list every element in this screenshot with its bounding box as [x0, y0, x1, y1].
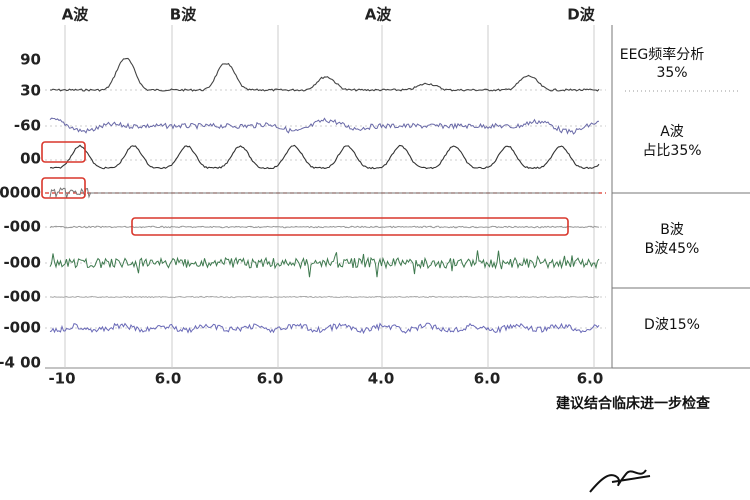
x-label: 6.0 [257, 370, 284, 388]
y-label: -000 [3, 218, 41, 236]
signature [589, 469, 651, 493]
waveform [49, 322, 600, 335]
panel-text: A波 [660, 124, 684, 140]
x-label: 6.0 [577, 370, 604, 388]
wave-label: A波 [365, 6, 393, 24]
waveform [49, 250, 600, 278]
waveform [49, 187, 599, 199]
x-label: 6.0 [155, 370, 182, 388]
wave-label: B波 [170, 6, 197, 24]
highlight-box [131, 217, 569, 236]
panel-title: EEG频率分析 [620, 46, 705, 63]
waveform [49, 144, 600, 170]
x-label: -10 [48, 370, 75, 388]
y-label: 30 [20, 82, 41, 100]
wave-label: A波 [62, 6, 90, 24]
x-label: 4.0 [368, 370, 395, 388]
note: 建议结合临床进一步检查 [556, 395, 711, 412]
panel-text: B波45% [645, 241, 700, 257]
x-label: 6.0 [474, 370, 501, 388]
waveforms [45, 25, 606, 368]
panel-text: B波 [660, 222, 684, 238]
waveform [49, 57, 600, 92]
wave-label: D波 [567, 6, 595, 24]
y-label: o0000 [0, 184, 41, 202]
panel-value: 35% [656, 65, 687, 81]
y-label: -000 [3, 319, 41, 337]
y-label: -000 [3, 288, 41, 306]
y-label: -60 [14, 117, 41, 135]
y-label: 90 [20, 51, 41, 69]
panel-text: 占比35% [642, 143, 701, 159]
waveform [49, 225, 600, 229]
y-label: -4 00 [0, 354, 41, 372]
highlight-box [41, 141, 86, 163]
y-label: -000 [3, 254, 41, 272]
waveform [49, 117, 600, 135]
highlight-box [41, 177, 86, 199]
panel-text: D波15% [644, 317, 700, 333]
waveform [49, 295, 600, 299]
y-label: 00 [20, 150, 41, 168]
